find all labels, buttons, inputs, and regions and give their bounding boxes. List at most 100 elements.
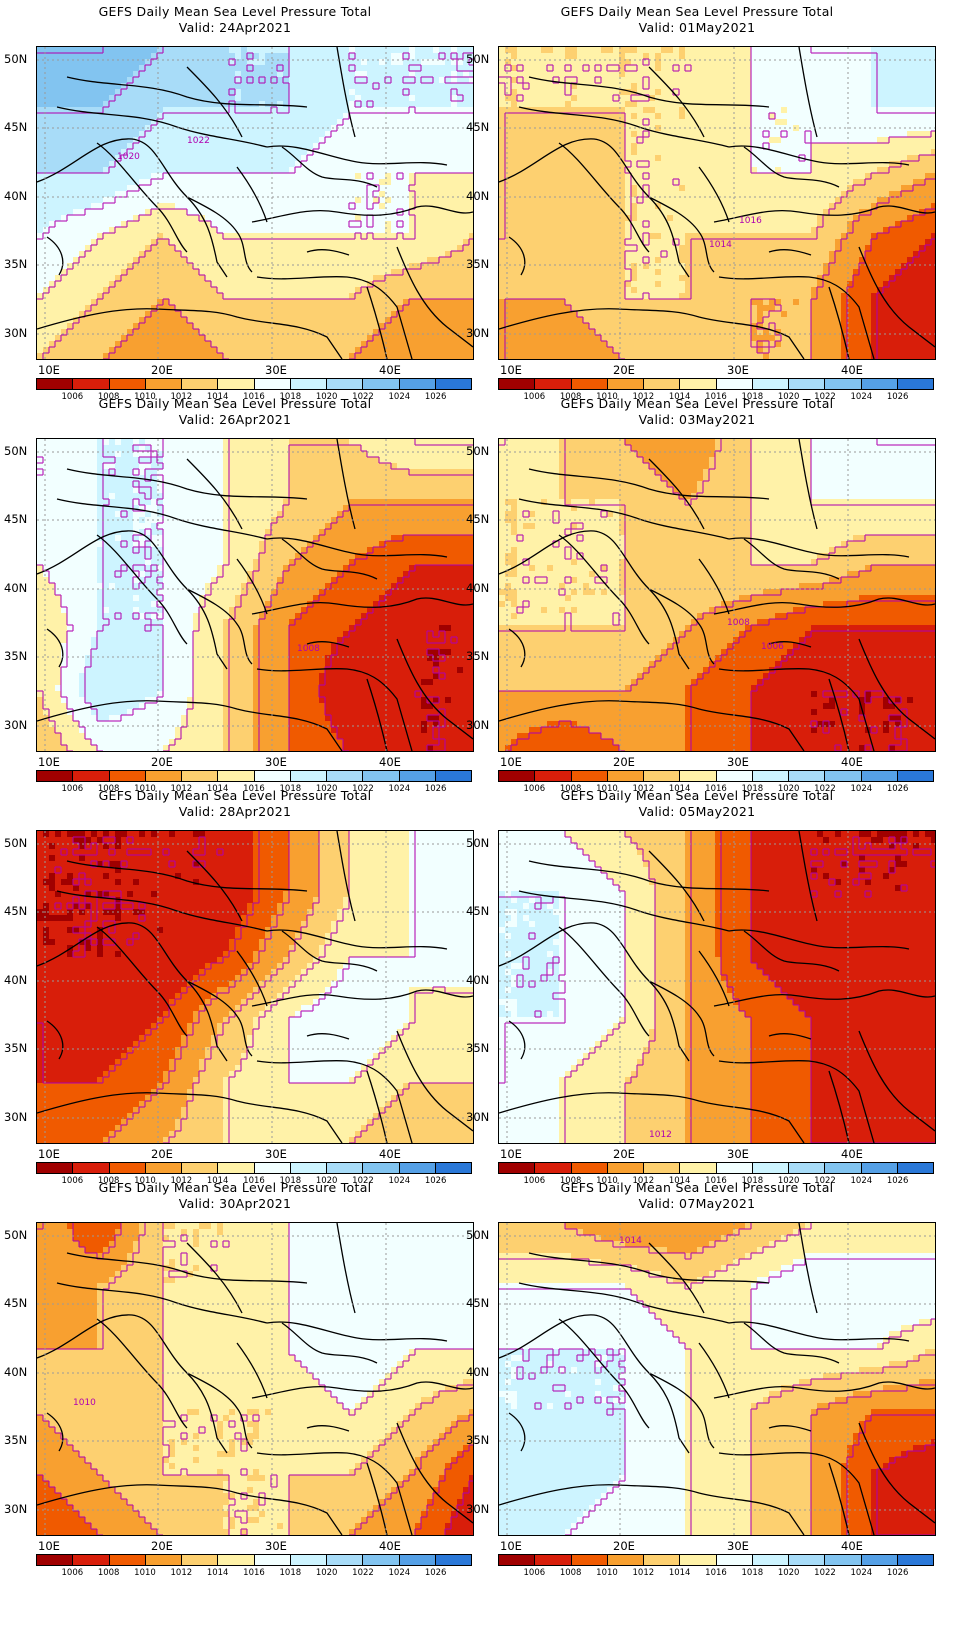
pressure-field-svg [37,831,473,1143]
colorbar-label: 1014 [207,1568,229,1578]
colorbar-swatch [789,1163,826,1173]
longitude-label: 40E [841,1147,863,1161]
colorbar-swatch [109,1163,146,1173]
colorbar-label: 1022 [814,1176,836,1186]
latitude-label: 30N [4,326,36,340]
panel-title: GEFS Daily Mean Sea Level Pressure Total [462,1180,932,1196]
colorbar-swatch [399,1555,436,1565]
isobar-label: 1012 [649,1130,672,1140]
map-panel-p5: GEFS Daily Mean Sea Level Pressure Total… [0,784,474,1194]
latitude-label: 40N [466,189,498,203]
colorbar-label: 1008 [98,392,120,402]
colorbar-swatch [535,771,572,781]
isobar-label: 1014 [709,240,732,250]
coastlines-borders [37,1223,473,1535]
colorbar-label: 1026 [887,1568,909,1578]
colorbar-label: 1024 [851,784,873,794]
panel-valid-date: Valid: 24Apr2021 [0,20,470,36]
colorbar-swatch [218,1555,255,1565]
colorbar [36,378,472,390]
pressure-map: 1016 1014 [498,46,936,360]
colorbar-label: 1006 [62,392,84,402]
colorbar-label: 1006 [62,784,84,794]
colorbar-label: 1026 [887,392,909,402]
colorbar-swatch [571,1555,608,1565]
isobar-label: 1014 [619,1236,642,1246]
colorbar-swatch [145,379,182,389]
colorbar-label: 1008 [98,1176,120,1186]
latitude-label: 40N [466,581,498,595]
map-panel-p7: GEFS Daily Mean Sea Level Pressure Total… [0,1176,474,1586]
colorbar-label: 1006 [524,784,546,794]
pressure-map: 1008 [36,438,474,752]
colorbar-label: 1014 [669,784,691,794]
longitude-label: 30E [727,1147,749,1161]
longitude-label: 40E [379,1539,401,1553]
longitude-label: 10E [500,363,522,377]
colorbar-label: 1026 [887,784,909,794]
longitude-label: 20E [151,1539,173,1553]
colorbar-label: 1010 [134,1176,156,1186]
panel-valid-date: Valid: 30Apr2021 [0,1196,470,1212]
colorbar-swatch [644,1163,681,1173]
colorbar-swatch [644,1555,681,1565]
colorbar-label: 1012 [633,1176,655,1186]
colorbar-swatch [535,1555,572,1565]
colorbar-swatch [789,379,826,389]
colorbar-label: 1018 [280,784,302,794]
panel-title: GEFS Daily Mean Sea Level Pressure Total [0,1180,470,1196]
colorbar-label: 1026 [425,784,447,794]
colorbar-swatch [73,771,110,781]
colorbar-label: 1012 [171,1176,193,1186]
latitude-label: 40N [4,189,36,203]
colorbar-swatch [897,1555,933,1565]
latitude-label: 30N [4,718,36,732]
longitude-label: 30E [265,363,287,377]
colorbar-swatch [363,771,400,781]
colorbar-swatch [363,1163,400,1173]
map-panel-p2: GEFS Daily Mean Sea Level Pressure Total… [462,0,936,410]
colorbar-label: 1022 [352,784,374,794]
colorbar-swatch [752,1555,789,1565]
colorbar-label: 1006 [62,1176,84,1186]
longitude-label: 20E [613,363,635,377]
pressure-map [36,830,474,1144]
graticule [37,1223,473,1535]
colorbar-swatch [218,379,255,389]
colorbar-label: 1018 [742,1568,764,1578]
latitude-label: 30N [466,326,498,340]
colorbar-swatch [327,1555,364,1565]
isobar-lines [37,831,473,1143]
colorbar [36,1554,472,1566]
panel-valid-date: Valid: 05May2021 [462,804,932,820]
panel-title: GEFS Daily Mean Sea Level Pressure Total [0,4,470,20]
graticule [37,439,473,751]
colorbar-swatch [73,379,110,389]
map-panel-p3: GEFS Daily Mean Sea Level Pressure Total… [0,392,474,802]
colorbar-label: 1020 [778,1568,800,1578]
colorbar-swatch [435,1163,471,1173]
latitude-label: 30N [466,1110,498,1124]
pressure-fill [37,831,473,1143]
isobar-lines [499,1223,935,1535]
colorbar-swatch [535,379,572,389]
longitude-label: 20E [151,755,173,769]
colorbar-label: 1006 [524,1176,546,1186]
colorbar-label: 1008 [98,1568,120,1578]
pressure-fill [499,831,935,1143]
colorbar-label: 1026 [425,1568,447,1578]
longitude-label: 20E [151,1147,173,1161]
colorbar-label: 1016 [705,1568,727,1578]
isobar-label: 1010 [73,1398,96,1408]
colorbar-swatch [399,771,436,781]
colorbar [36,1162,472,1174]
colorbar-labels: 1006 1008 1010 1012 1014 1016 1018 1020 1022 1024… [36,784,472,796]
panel-valid-date: Valid: 03May2021 [462,412,932,428]
colorbar-swatch [327,1163,364,1173]
colorbar-swatch [109,379,146,389]
colorbar-swatch [607,771,644,781]
latitude-label: 30N [4,1502,36,1516]
colorbar-swatch [861,771,898,781]
colorbar-label: 1018 [742,784,764,794]
colorbar-label: 1022 [352,392,374,402]
